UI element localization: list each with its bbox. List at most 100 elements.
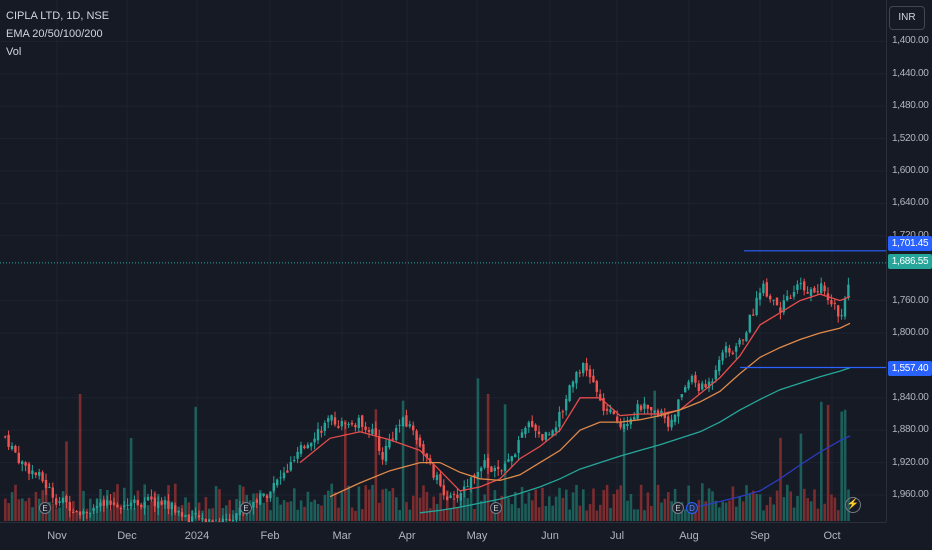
candle-body xyxy=(636,404,639,419)
volume-bar xyxy=(303,506,306,521)
volume-bar xyxy=(276,496,279,521)
candle-body xyxy=(21,461,24,465)
earnings-marker[interactable]: E xyxy=(490,502,502,514)
volume-bar xyxy=(646,492,650,521)
candle-body xyxy=(786,296,789,301)
candle-body xyxy=(755,297,758,316)
price-tick-label: 1,920.00 xyxy=(892,456,929,468)
candle-body xyxy=(354,424,357,428)
candle-body xyxy=(299,445,303,454)
candle-body xyxy=(602,398,605,411)
volume-bar xyxy=(497,508,500,521)
volume-bar xyxy=(429,508,432,521)
candle-body xyxy=(558,411,561,427)
candle-body xyxy=(10,445,14,450)
volume-bar xyxy=(204,497,208,521)
legend-indicator[interactable]: EMA 20/50/100/200 xyxy=(6,28,103,40)
volume-bar xyxy=(150,501,153,521)
volume-bar xyxy=(4,498,7,521)
candle-body xyxy=(799,283,802,285)
candle-body xyxy=(738,339,741,345)
price-chart[interactable] xyxy=(0,0,886,530)
candle-body xyxy=(296,451,299,459)
candle-body xyxy=(337,425,340,428)
candle-body xyxy=(531,421,534,427)
candle-body xyxy=(707,381,711,389)
volume-bar xyxy=(51,503,55,521)
candle-body xyxy=(476,472,479,478)
volume-bar xyxy=(524,503,527,521)
legend-volume[interactable]: Vol xyxy=(6,46,22,58)
volume-bar xyxy=(398,510,401,521)
volume-bar xyxy=(663,498,667,521)
candle-body xyxy=(660,410,663,415)
candle-body xyxy=(684,387,687,393)
volume-bar xyxy=(517,508,520,521)
volume-bar xyxy=(262,502,265,521)
candle-body xyxy=(327,418,330,422)
volume-bar xyxy=(310,501,313,521)
candle-body xyxy=(697,383,700,391)
candle-body xyxy=(333,417,337,425)
earnings-marker[interactable]: E xyxy=(39,502,51,514)
candle-body xyxy=(194,512,197,515)
candle-body xyxy=(840,315,843,317)
resistance-price-tag: 1,701.45 xyxy=(888,236,932,251)
time-label: Nov xyxy=(47,530,67,542)
time-label: Aug xyxy=(679,530,699,542)
candle-body xyxy=(92,508,95,511)
candle-body xyxy=(163,500,167,505)
candle-body xyxy=(395,428,398,441)
candle-body xyxy=(116,504,119,508)
volume-bar xyxy=(17,499,21,521)
candle-body xyxy=(7,434,10,447)
candle-body xyxy=(367,429,371,432)
volume-bar xyxy=(520,487,524,521)
volume-bar xyxy=(442,510,446,521)
candle-body xyxy=(191,516,194,522)
volume-bar xyxy=(588,504,592,521)
volume-bar xyxy=(357,486,361,521)
candle-body xyxy=(588,369,592,378)
volume-bar xyxy=(633,509,636,521)
candle-body xyxy=(320,430,323,433)
volume-bar xyxy=(374,409,378,521)
price-axis[interactable] xyxy=(886,0,932,522)
candle-body xyxy=(255,499,258,503)
candle-body xyxy=(585,363,588,371)
candle-body xyxy=(762,283,765,294)
volume-bars xyxy=(4,378,850,521)
candle-body xyxy=(357,417,360,429)
candle-body xyxy=(622,423,626,430)
volume-bar xyxy=(265,493,269,521)
volume-bar xyxy=(14,484,17,521)
candle-body xyxy=(554,427,558,432)
time-axis[interactable] xyxy=(0,522,886,550)
candle-body xyxy=(497,466,500,469)
candle-body xyxy=(500,470,503,472)
volume-bar xyxy=(786,484,789,521)
earnings-marker[interactable]: E xyxy=(672,502,684,514)
volume-bar xyxy=(449,508,452,521)
chart-pane[interactable]: CIPLA LTD, 1D, NSE EMA 20/50/100/200 Vol… xyxy=(0,0,886,530)
candle-body xyxy=(48,487,51,489)
candle-body xyxy=(99,502,102,507)
candle-body xyxy=(714,370,717,380)
volume-bar xyxy=(323,494,327,521)
candle-body xyxy=(374,428,377,436)
legend-symbol[interactable]: CIPLA LTD, 1D, NSE xyxy=(6,10,110,22)
lightning-icon[interactable]: ⚡ xyxy=(845,497,861,513)
candle-body xyxy=(41,472,44,482)
candle-body xyxy=(432,464,435,478)
volume-bar xyxy=(599,504,602,521)
currency-button[interactable]: INR xyxy=(889,6,925,30)
volume-bar xyxy=(160,500,163,521)
dividend-marker[interactable]: D xyxy=(686,502,698,514)
volume-bar xyxy=(129,438,133,521)
earnings-marker[interactable]: E xyxy=(240,502,252,514)
candle-body xyxy=(663,412,666,419)
volume-bar xyxy=(184,497,187,521)
volume-bar xyxy=(34,491,38,521)
candle-body xyxy=(306,444,309,449)
candle-body xyxy=(837,305,840,317)
